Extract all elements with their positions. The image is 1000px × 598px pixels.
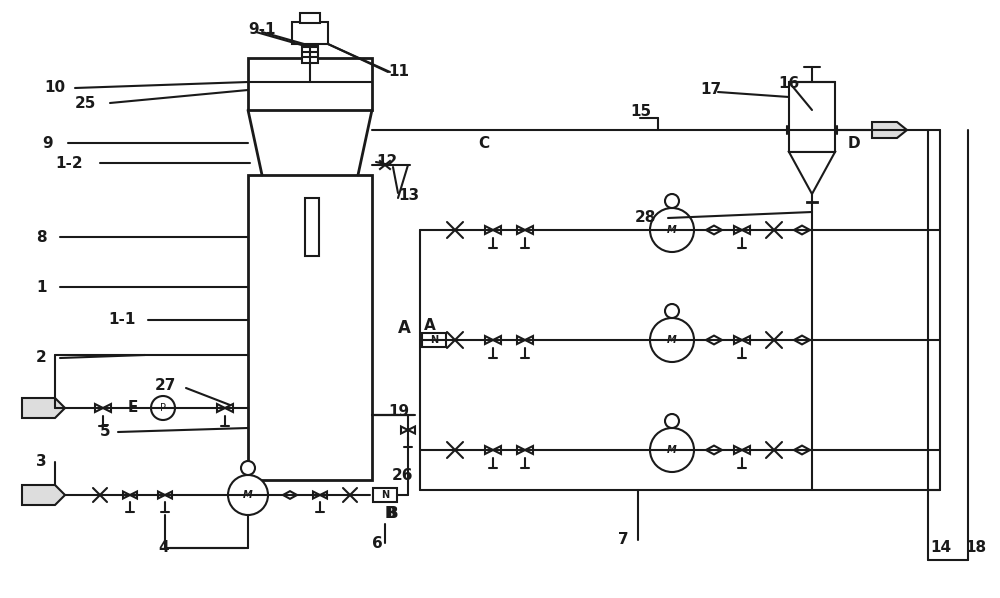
Polygon shape [158, 492, 165, 499]
Text: 25: 25 [75, 96, 96, 111]
Text: D: D [848, 136, 861, 151]
Text: A: A [398, 319, 411, 337]
Circle shape [665, 194, 679, 208]
Text: A: A [424, 319, 436, 334]
Polygon shape [517, 336, 525, 344]
Text: 15: 15 [630, 105, 651, 120]
Bar [248, 58, 372, 110]
Polygon shape [493, 226, 501, 234]
Circle shape [228, 475, 268, 515]
Text: 9: 9 [42, 136, 53, 151]
Polygon shape [872, 122, 907, 138]
Polygon shape [217, 404, 225, 412]
Bar [248, 175, 372, 480]
Text: 1-1: 1-1 [108, 313, 135, 328]
Text: 16: 16 [778, 77, 799, 91]
Polygon shape [408, 426, 415, 434]
Text: E: E [128, 401, 138, 416]
Polygon shape [525, 336, 533, 344]
Text: 28: 28 [635, 210, 656, 225]
Bar [292, 22, 328, 44]
Bar [422, 333, 446, 347]
Polygon shape [517, 226, 525, 234]
Polygon shape [130, 492, 137, 499]
Polygon shape [401, 426, 408, 434]
Text: M: M [243, 490, 253, 500]
Polygon shape [313, 492, 320, 499]
Text: 11: 11 [388, 65, 409, 80]
Text: 10: 10 [44, 81, 65, 96]
Text: N: N [381, 490, 389, 500]
Text: 4: 4 [158, 541, 169, 556]
Polygon shape [103, 404, 111, 412]
Text: C: C [478, 136, 489, 151]
Polygon shape [734, 226, 742, 234]
Circle shape [151, 396, 175, 420]
Bar [302, 46, 318, 63]
Text: 17: 17 [700, 83, 721, 97]
Circle shape [650, 208, 694, 252]
Polygon shape [742, 446, 750, 454]
Polygon shape [706, 335, 722, 344]
Polygon shape [525, 226, 533, 234]
Polygon shape [493, 336, 501, 344]
Text: 1: 1 [36, 279, 46, 294]
Polygon shape [706, 446, 722, 454]
Polygon shape [165, 492, 172, 499]
Circle shape [650, 428, 694, 472]
Polygon shape [283, 491, 297, 499]
Polygon shape [493, 446, 501, 454]
Text: 27: 27 [155, 377, 176, 392]
Polygon shape [485, 446, 493, 454]
Text: 19: 19 [388, 404, 409, 420]
Polygon shape [742, 336, 750, 344]
Polygon shape [22, 485, 65, 505]
Bar [373, 488, 397, 502]
Text: 18: 18 [965, 541, 986, 556]
Text: 6: 6 [372, 535, 383, 551]
Text: 9-1: 9-1 [248, 23, 276, 38]
Polygon shape [485, 226, 493, 234]
Text: M: M [667, 445, 677, 455]
Polygon shape [706, 225, 722, 234]
Bar [300, 13, 320, 23]
Text: 7: 7 [618, 532, 629, 548]
Text: B: B [387, 507, 399, 521]
Polygon shape [734, 446, 742, 454]
Text: 26: 26 [392, 468, 414, 483]
Bar [789, 82, 835, 152]
Text: 3: 3 [36, 454, 47, 469]
Polygon shape [794, 335, 810, 344]
Text: N: N [430, 335, 438, 345]
Polygon shape [225, 404, 233, 412]
Text: B: B [385, 507, 397, 521]
Circle shape [241, 461, 255, 475]
Circle shape [665, 414, 679, 428]
Polygon shape [734, 336, 742, 344]
Text: M: M [667, 335, 677, 345]
Polygon shape [517, 446, 525, 454]
Circle shape [650, 318, 694, 362]
Polygon shape [95, 404, 103, 412]
Polygon shape [742, 226, 750, 234]
Polygon shape [794, 225, 810, 234]
Polygon shape [789, 152, 835, 194]
Text: 8: 8 [36, 230, 47, 245]
Bar [305, 198, 319, 256]
Polygon shape [22, 398, 65, 418]
Text: 14: 14 [930, 541, 951, 556]
Text: 13: 13 [398, 188, 419, 203]
Text: 12: 12 [376, 154, 397, 169]
Polygon shape [525, 446, 533, 454]
Circle shape [665, 304, 679, 318]
Polygon shape [485, 336, 493, 344]
Polygon shape [320, 492, 327, 499]
Text: 1-2: 1-2 [55, 155, 83, 170]
Text: 5: 5 [100, 425, 111, 440]
Polygon shape [123, 492, 130, 499]
Text: 2: 2 [36, 350, 47, 365]
Polygon shape [794, 446, 810, 454]
Text: M: M [667, 225, 677, 235]
Text: P: P [160, 403, 166, 413]
